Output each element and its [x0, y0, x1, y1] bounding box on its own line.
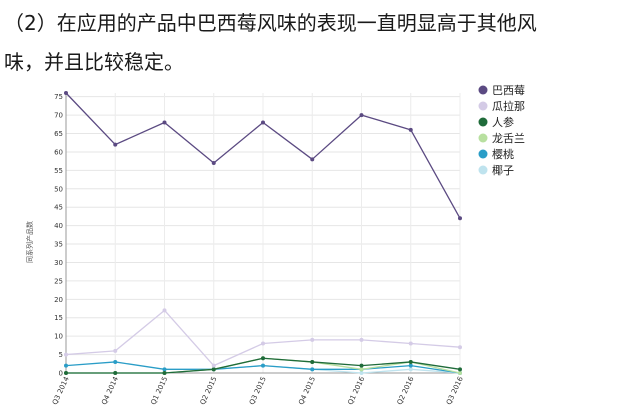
y-axis-label: 同系列产品数 [25, 221, 34, 263]
series-point-3 [458, 371, 462, 375]
series-point-1 [359, 337, 364, 342]
y-tick-label: 15 [54, 314, 63, 322]
series-point-1 [408, 341, 413, 346]
legend-label: 巴西莓 [492, 84, 525, 97]
legend-swatch [478, 85, 488, 95]
series-point-4 [310, 367, 315, 372]
y-tick-label: 25 [54, 277, 63, 285]
line-chart-svg: 0 5 10 15 20 25 30 35 40 45 50 55 60 65 70 75 Q3 2014 Q4 … [25, 84, 525, 406]
legend-swatch [478, 149, 488, 159]
series-point-2 [211, 367, 216, 372]
series-point-2 [162, 371, 167, 375]
legend-label: 樱桃 [492, 147, 514, 161]
x-tick-label: Q2 2016 [396, 375, 416, 406]
series-point-0 [64, 91, 68, 95]
y-tick-label: 65 [54, 130, 63, 138]
y-tick-label: 55 [54, 167, 63, 175]
legend-swatch [478, 165, 488, 175]
y-tick-label: 40 [54, 222, 63, 230]
series-point-0 [458, 216, 462, 221]
y-tick-label: 30 [54, 259, 63, 267]
series-point-5 [359, 371, 364, 375]
series-point-2 [310, 359, 315, 364]
series-point-1 [458, 345, 462, 350]
series-point-1 [261, 341, 265, 346]
series-point-1 [113, 348, 118, 353]
series-point-1 [162, 308, 167, 313]
x-tick-label: Q2 2015 [199, 375, 219, 406]
legend-swatch [478, 133, 488, 143]
x-tick-label: Q1 2015 [149, 375, 169, 406]
y-tick-label: 35 [54, 241, 63, 249]
x-tick-label: Q3 2014 [51, 375, 71, 406]
x-tick-label: Q4 2014 [100, 375, 120, 406]
series-point-0 [261, 120, 265, 125]
series-point-4 [162, 367, 167, 372]
series-point-0 [408, 127, 413, 132]
y-tick-label: 20 [54, 296, 63, 304]
x-tick-label: Q4 2015 [297, 375, 317, 406]
legend-label: 椰子 [492, 163, 514, 177]
y-tick-label: 60 [54, 148, 63, 156]
legend-label: 龙舌兰 [492, 132, 525, 145]
y-tick-label: 75 [54, 93, 63, 101]
x-tick-label: Q3 2015 [248, 375, 268, 406]
series-point-4 [261, 363, 265, 368]
series-point-2 [408, 359, 413, 364]
series-point-4 [64, 363, 68, 368]
legend-label: 瓜拉那 [492, 99, 525, 113]
series-point-0 [359, 113, 364, 118]
y-tick-label: 45 [54, 204, 63, 212]
series-point-1 [211, 363, 216, 368]
legend-swatch [478, 101, 488, 111]
y-tick-label: 70 [54, 112, 63, 120]
series-point-1 [310, 337, 315, 342]
y-tick-label: 50 [54, 185, 63, 193]
series-layer [64, 91, 462, 375]
paragraph-line-1: （2）在应用的产品中巴西莓风味的表现一直明显高于其他风 [4, 11, 537, 35]
series-point-2 [359, 363, 364, 368]
line-chart: 0 5 10 15 20 25 30 35 40 45 50 55 60 65 70 75 Q3 2014 Q4 … [0, 80, 618, 416]
series-point-0 [310, 157, 315, 162]
series-point-2 [113, 371, 118, 375]
series-point-5 [408, 367, 413, 372]
x-tick-label: Q3 2016 [445, 375, 465, 406]
paragraph-line-2: 味，并且比较稳定。 [4, 50, 184, 74]
y-tick-label: 5 [59, 351, 63, 359]
y-tick-label: 10 [54, 333, 63, 341]
series-point-0 [211, 161, 216, 165]
series-point-0 [162, 120, 167, 125]
grid-layer [65, 93, 461, 374]
series-point-2 [458, 367, 462, 372]
legend-label: 人参 [492, 115, 514, 129]
series-point-4 [408, 363, 413, 368]
series-point-4 [113, 359, 118, 364]
series-point-2 [64, 371, 68, 375]
x-tick-label: Q1 2016 [346, 375, 366, 406]
series-point-3 [359, 367, 364, 372]
series-point-0 [113, 142, 118, 147]
legend-swatch [478, 117, 488, 127]
series-point-1 [64, 352, 68, 357]
series-point-2 [261, 356, 265, 361]
y-tick-label: 0 [59, 370, 63, 378]
